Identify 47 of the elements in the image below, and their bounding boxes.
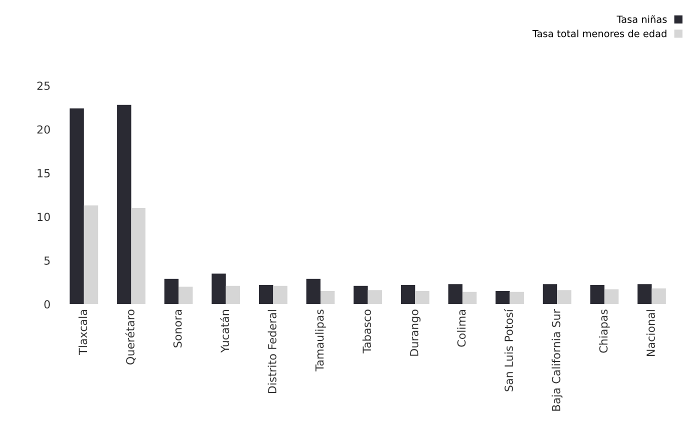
y-tick-label: 20	[37, 125, 50, 134]
x-tick-label: Sonora	[173, 310, 182, 348]
bar	[415, 291, 430, 304]
y-tick-label: 0	[44, 300, 50, 309]
bar	[354, 286, 368, 304]
bar	[70, 108, 84, 304]
y-tick-label: 5	[44, 256, 50, 265]
bar	[557, 290, 572, 304]
x-tick-label: Baja California Sur	[552, 309, 562, 411]
bar	[226, 286, 240, 304]
x-tick-label: Distrito Federal	[268, 310, 276, 394]
bar	[164, 278, 179, 304]
bar	[448, 284, 462, 304]
bar	[306, 278, 320, 304]
bar	[368, 290, 382, 304]
y-tick-label: 15	[38, 169, 50, 178]
bar	[178, 286, 193, 304]
y-tick-label: 25	[37, 82, 50, 90]
x-tick-label: Querétaro	[125, 310, 136, 364]
legend-label: Tasa total menores de edad	[532, 30, 666, 38]
x-tick-label: Nacional	[646, 310, 655, 356]
x-tick-label: Tabasco	[362, 310, 372, 354]
bar	[604, 289, 619, 304]
x-tick-label: Yucatán	[220, 310, 230, 353]
x-tick-label: Chiapas	[599, 310, 610, 353]
bar	[510, 292, 524, 304]
x-tick-label: San Luis Potosí	[504, 308, 513, 392]
bar	[84, 205, 98, 304]
legend-label: Tasa niñas	[616, 15, 667, 23]
y-tick-label: 10	[38, 212, 50, 222]
x-tick-label: Tlaxcala	[78, 310, 88, 355]
bar	[590, 284, 604, 304]
bar	[542, 284, 558, 304]
bar	[652, 288, 666, 304]
x-tick-label: Colima	[457, 310, 466, 347]
x-tick-label: Durango	[410, 310, 421, 356]
bar	[258, 284, 274, 304]
bar	[131, 208, 146, 304]
bar	[400, 284, 416, 304]
bar	[462, 292, 477, 304]
bar	[117, 104, 132, 304]
x-tick-label: Tamaulipas	[315, 310, 326, 372]
bar	[496, 291, 510, 304]
bar	[273, 286, 288, 304]
bar	[638, 284, 652, 304]
bar	[320, 291, 335, 304]
bar	[212, 274, 226, 304]
